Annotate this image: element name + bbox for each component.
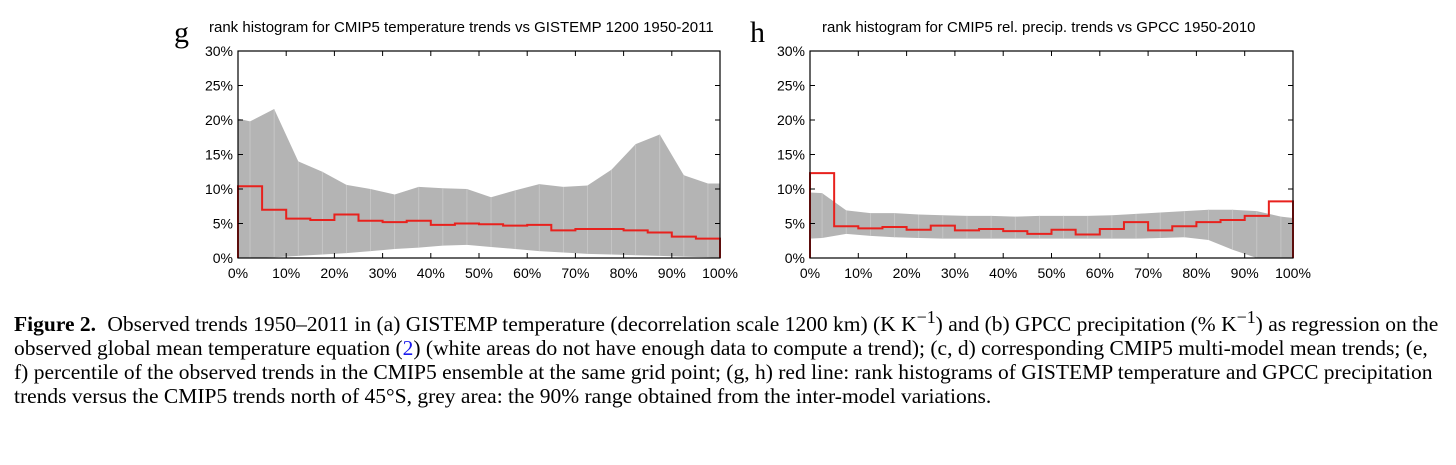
x-tick-label-h: 0% (800, 265, 820, 281)
y-tick-label-h: 15% (777, 147, 805, 163)
x-tick-label-g: 80% (610, 265, 638, 281)
figure-panels: g rank histogram for CMIP5 temperature t… (174, 16, 1311, 281)
y-tick-label-g: 10% (205, 181, 233, 197)
x-tick-label-g: 50% (465, 265, 493, 281)
y-tick-label-h: 5% (785, 216, 805, 232)
x-tick-label-g: 40% (417, 265, 445, 281)
y-tick-label-g: 25% (205, 78, 233, 94)
caption-text-4: ) (white areas do not have enough data t… (14, 336, 1433, 409)
x-tick-label-h: 60% (1086, 265, 1114, 281)
chart-title-h: rank histogram for CMIP5 rel. precip. tr… (822, 19, 1256, 36)
x-tick-label-h: 10% (844, 265, 872, 281)
x-tick-label-g: 90% (658, 265, 686, 281)
plot-area-g: 0% 5% 10% 15% 20% 25% 30% 0% 10% 20% 30% 40% 50% 60% 7… (205, 43, 738, 281)
caption-text-1: Observed trends 1950–2011 in (a) GISTEMP… (107, 312, 917, 337)
chart-title-g: rank histogram for CMIP5 temperature tre… (209, 19, 714, 36)
y-tick-label-h: 25% (777, 78, 805, 94)
panel-label-h: h (750, 16, 765, 49)
x-tick-label-g: 30% (369, 265, 397, 281)
caption-text-2: ) and (b) GPCC precipitation (% K (935, 312, 1237, 337)
caption-figure-label: Figure 2. (14, 312, 97, 337)
y-tick-label-h: 10% (777, 181, 805, 197)
y-tick-label-h: 20% (777, 112, 805, 128)
x-tick-label-h: 20% (893, 265, 921, 281)
caption-text-3: ) as regression on the observed global m… (14, 312, 1439, 361)
x-tick-label-g: 20% (320, 265, 348, 281)
range-band-h (810, 192, 1293, 258)
x-tick-label-h: 100% (1275, 265, 1311, 281)
x-tick-label-h: 50% (1037, 265, 1065, 281)
x-tick-label-h: 40% (989, 265, 1017, 281)
panel-label-g: g (174, 16, 189, 49)
equation-reference-link[interactable]: 2 (402, 336, 414, 361)
y-tick-label-g: 20% (205, 112, 233, 128)
plot-area-h: 0% 5% 10% 15% 20% 25% 30% 0% 10% 20% 30% 40% 50% 60% 7… (777, 43, 1311, 281)
x-tick-label-h: 80% (1182, 265, 1210, 281)
caption-superscript-1: −1 (916, 307, 936, 327)
figure-caption: Figure 2. Observed trends 1950–2011 in (… (14, 305, 1444, 408)
panel-h: h rank histogram for CMIP5 rel. precip. … (750, 16, 1311, 281)
x-tick-label-h: 70% (1134, 265, 1162, 281)
y-tick-label-g: 5% (213, 216, 233, 232)
y-tick-label-g: 15% (205, 147, 233, 163)
x-tick-label-h: 90% (1231, 265, 1259, 281)
x-tick-label-g: 0% (228, 265, 248, 281)
caption-superscript-2: −1 (1236, 307, 1256, 327)
y-tick-label-g: 0% (213, 250, 233, 266)
y-tick-label-h: 0% (785, 250, 805, 266)
panel-g: g rank histogram for CMIP5 temperature t… (174, 16, 738, 281)
x-tick-label-g: 70% (561, 265, 589, 281)
x-tick-label-g: 60% (513, 265, 541, 281)
x-tick-label-g: 10% (272, 265, 300, 281)
x-tick-label-h: 30% (941, 265, 969, 281)
x-tick-label-g: 100% (702, 265, 738, 281)
y-tick-label-g: 30% (205, 43, 233, 59)
observed-step-line-h (809, 172, 1294, 258)
y-tick-label-h: 30% (777, 43, 805, 59)
observed-step-line-g (237, 185, 721, 258)
range-band-g (238, 108, 720, 259)
